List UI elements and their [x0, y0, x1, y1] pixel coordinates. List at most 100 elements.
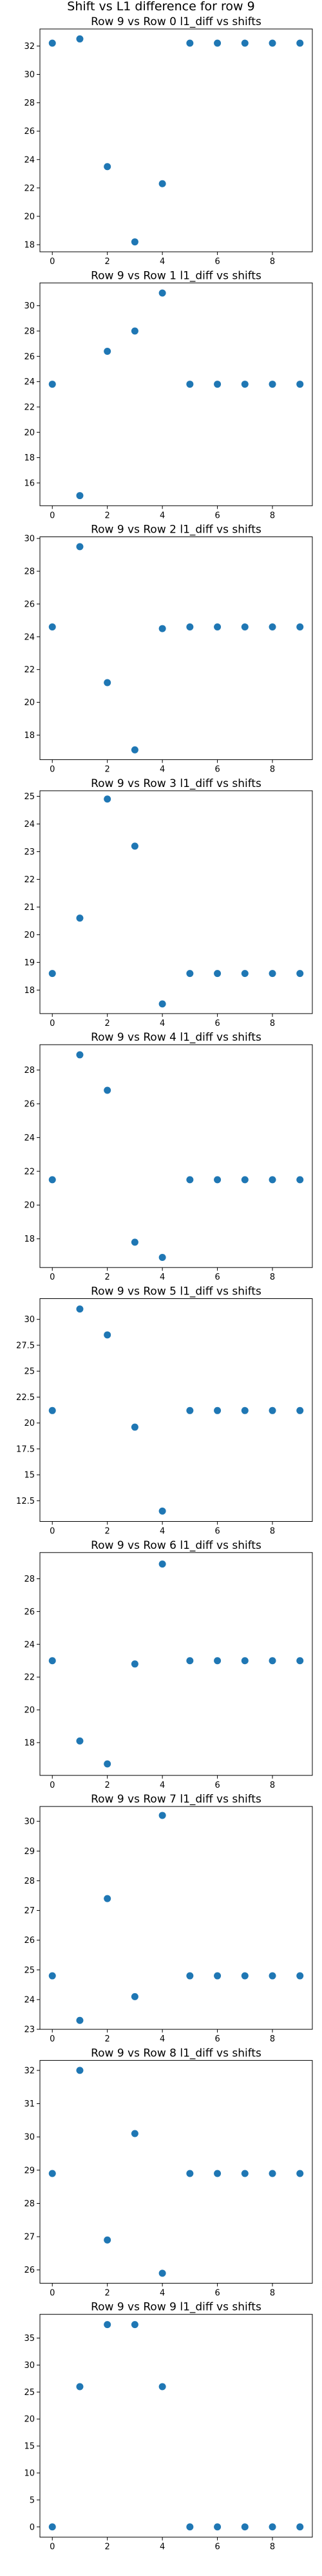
x-tick-label: 6 [214, 1781, 220, 1790]
subplot-5: Row 9 vs Row 5 l1_diff vs shifts 0 2 4 6 8 12.… [16, 1285, 313, 1537]
scatter-point [131, 2130, 138, 2137]
x-tick-label: 6 [214, 2288, 220, 2298]
x-tick-label: 0 [50, 1527, 55, 1537]
x-tick-label: 2 [105, 2543, 110, 2552]
x-tick-label: 0 [50, 1781, 55, 1790]
scatter-point [186, 623, 194, 631]
y-tick-label: 27 [24, 2233, 35, 2242]
y-tick-label: 18 [24, 986, 35, 996]
scatter-point [241, 1972, 249, 1980]
x-tick-label: 0 [50, 2288, 55, 2298]
scatter-point [131, 1660, 138, 1668]
x-tick-label: 6 [214, 511, 220, 520]
x-tick-label: 8 [270, 1273, 275, 1282]
subplot-title: Row 9 vs Row 3 l1_diff vs shifts [91, 777, 261, 790]
y-tick-label: 18 [24, 240, 35, 250]
scatter-point [214, 1176, 222, 1184]
scatter-point [76, 2016, 84, 2024]
figure-suptitle: Shift vs L1 difference for row 9 [67, 0, 254, 14]
x-tick-label: 6 [214, 2543, 220, 2552]
y-tick-label: 24 [24, 820, 35, 829]
scatter-point [48, 2523, 56, 2531]
scatter-point [214, 970, 222, 978]
y-tick-label: 25 [24, 792, 35, 802]
axes-frame [39, 1552, 313, 1776]
x-tick-label: 4 [160, 257, 165, 267]
scatter-point [131, 746, 138, 753]
y-tick-label: 10 [24, 2469, 35, 2479]
y-tick-label: 26 [24, 1607, 35, 1617]
scatter-point [186, 970, 194, 978]
x-tick-label: 2 [105, 765, 110, 775]
y-tick-label: 26 [24, 2266, 35, 2275]
y-tick-label: 12.5 [16, 1497, 35, 1506]
scatter-point [296, 1176, 304, 1184]
x-tick-label: 4 [160, 511, 165, 520]
y-tick-label: 19 [24, 958, 35, 968]
scatter-point [76, 914, 84, 922]
scatter-point [269, 1176, 276, 1184]
y-tick-label: 18 [24, 453, 35, 463]
x-tick-label: 4 [160, 1273, 165, 1282]
x-tick-label: 0 [50, 1019, 55, 1028]
scatter-point [296, 381, 304, 388]
scatter-point [76, 543, 84, 551]
scatter-point [104, 1895, 111, 1902]
scatter-point [104, 2236, 111, 2244]
axes-frame [39, 1044, 313, 1268]
x-tick-label: 6 [214, 2034, 220, 2044]
scatter-point [48, 1406, 56, 1414]
scatter-point [214, 381, 222, 388]
scatter-point [186, 1176, 194, 1184]
scatter-point [48, 623, 56, 631]
y-tick-label: 5 [30, 2496, 35, 2505]
scatter-point [241, 1657, 249, 1665]
x-tick-label: 4 [160, 2543, 165, 2552]
y-tick-label: 20 [24, 212, 35, 222]
y-tick-label: 32 [24, 42, 35, 52]
x-tick-label: 8 [270, 2034, 275, 2044]
scatter-point [48, 39, 56, 47]
scatter-point [76, 1051, 84, 1059]
scatter-point [296, 2170, 304, 2177]
scatter-point [241, 970, 249, 978]
x-tick-label: 8 [270, 765, 275, 775]
x-tick-label: 0 [50, 2034, 55, 2044]
y-tick-label: 32 [24, 2066, 35, 2076]
subplot-title: Row 9 vs Row 1 l1_diff vs shifts [91, 269, 261, 282]
scatter-point [76, 492, 84, 500]
axes-frame [39, 2314, 313, 2538]
scatter-point [131, 842, 138, 850]
y-tick-label: 30 [24, 301, 35, 311]
scatter-point [214, 39, 222, 47]
axes-frame [39, 1298, 313, 1522]
x-tick-label: 8 [270, 257, 275, 267]
scatter-point [48, 2170, 56, 2177]
scatter-point [131, 327, 138, 335]
y-tick-label: 27.5 [16, 1341, 35, 1350]
y-tick-label: 17.5 [16, 1444, 35, 1454]
y-tick-label: 20 [24, 1419, 35, 1428]
subplot-9: Row 9 vs Row 9 l1_diff vs shifts 0 2 4 6 8 0 5 1… [24, 2301, 313, 2552]
y-tick-label: 26 [24, 1099, 35, 1109]
scatter-point [186, 2170, 194, 2177]
scatter-point [214, 2523, 222, 2531]
scatter-point [158, 289, 166, 297]
scatter-point [48, 1657, 56, 1665]
scatter-point [104, 795, 111, 803]
scatter-point [104, 1760, 111, 1768]
x-tick-label: 6 [214, 1019, 220, 1028]
y-tick-label: 28 [24, 1575, 35, 1584]
y-tick-label: 20 [24, 1706, 35, 1716]
scatter-point [269, 2523, 276, 2531]
x-tick-label: 4 [160, 2288, 165, 2298]
subplot-title: Row 9 vs Row 7 l1_diff vs shifts [91, 1793, 261, 1806]
x-tick-label: 4 [160, 765, 165, 775]
scatter-point [296, 1406, 304, 1414]
scatter-point [296, 2523, 304, 2531]
subplot-title: Row 9 vs Row 6 l1_diff vs shifts [91, 1539, 261, 1552]
x-tick-label: 2 [105, 1781, 110, 1790]
scatter-point [186, 1406, 194, 1414]
scatter-point [269, 1406, 276, 1414]
scatter-point [131, 1238, 138, 1246]
